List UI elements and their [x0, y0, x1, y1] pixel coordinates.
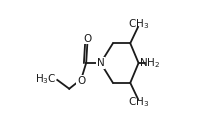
Text: CH$_3$: CH$_3$: [127, 95, 148, 109]
Text: O: O: [77, 76, 85, 86]
Text: H$_3$C: H$_3$C: [35, 72, 56, 86]
Text: NH$_2$: NH$_2$: [138, 56, 159, 70]
Text: O: O: [83, 34, 91, 44]
Text: N: N: [96, 58, 104, 68]
Text: CH$_3$: CH$_3$: [127, 17, 148, 31]
